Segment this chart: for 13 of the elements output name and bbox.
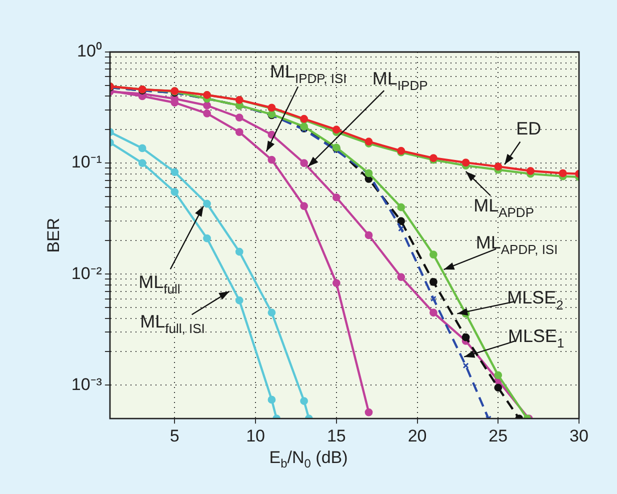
x-tick-label: 10 xyxy=(246,426,265,446)
y-axis-title: BER xyxy=(44,218,63,253)
annotation: ED xyxy=(516,118,542,138)
y-tick-label: 10⁻² xyxy=(71,264,102,283)
x-tick-label: 5 xyxy=(170,426,180,446)
x-tick-label: 30 xyxy=(570,426,588,446)
x-tick-label: 20 xyxy=(408,426,427,446)
y-tick-label: 10⁻¹ xyxy=(71,152,102,172)
x-tick-label: 15 xyxy=(326,426,346,446)
y-tick-label: 10⁻³ xyxy=(71,374,102,394)
x-axis-title: E$_{b}$/N$_{0}$ (dB) xyxy=(268,448,349,470)
y-tick-label: 10⁰ xyxy=(77,42,102,61)
x-tick-label: 25 xyxy=(488,426,508,446)
